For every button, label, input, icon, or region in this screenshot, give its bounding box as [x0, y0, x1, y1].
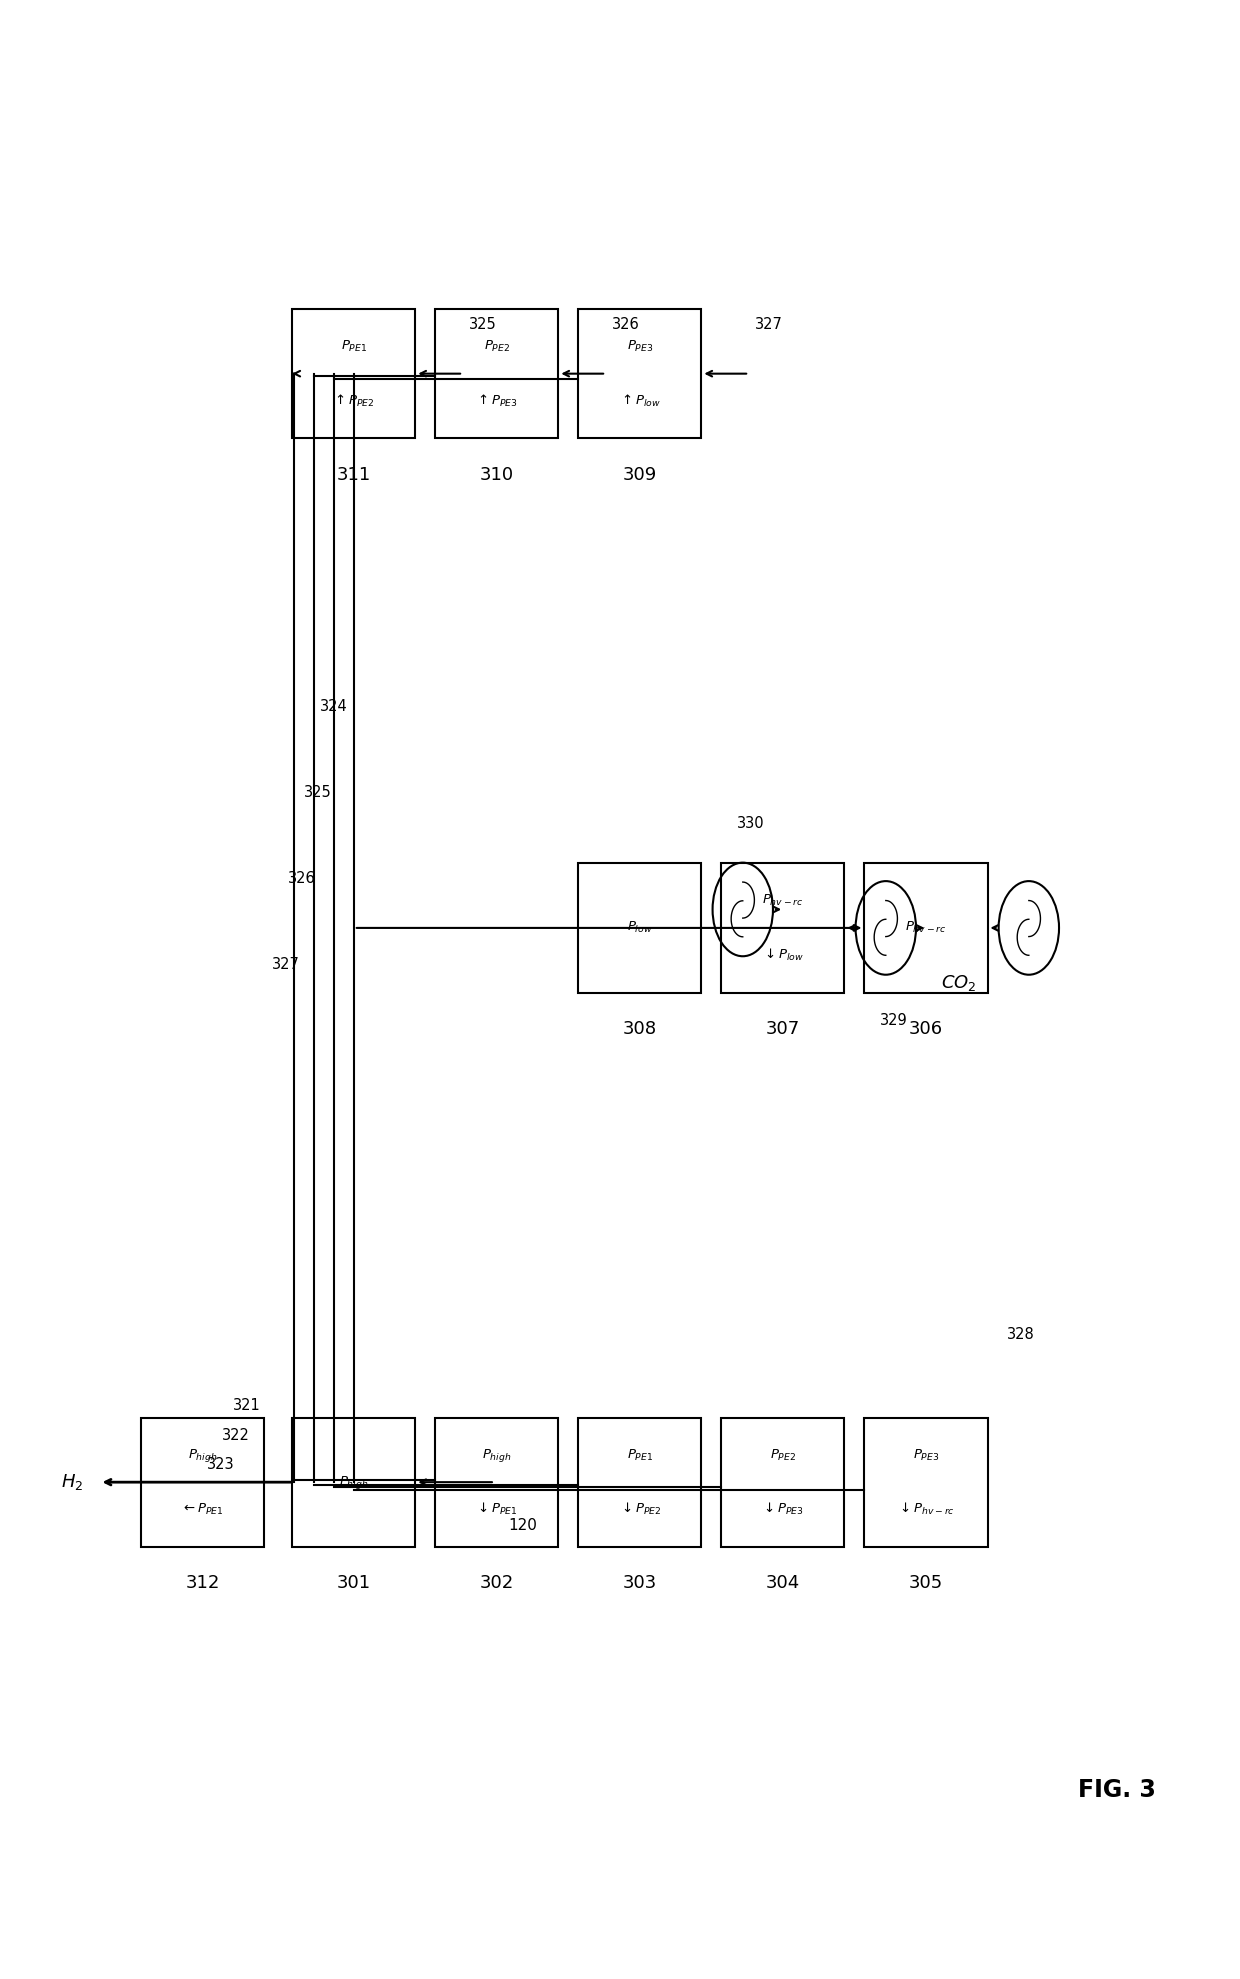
Text: $\downarrow P_{PE1}$: $\downarrow P_{PE1}$: [475, 1502, 518, 1518]
Text: 301: 301: [337, 1573, 371, 1593]
Text: $\downarrow P_{hv-rc}$: $\downarrow P_{hv-rc}$: [897, 1502, 955, 1518]
Bar: [141, 1417, 264, 1548]
Text: $CO_2$: $CO_2$: [941, 974, 977, 993]
Bar: [864, 863, 987, 993]
Text: 310: 310: [480, 465, 513, 483]
Text: FIG. 3: FIG. 3: [1078, 1777, 1156, 1803]
Text: 323: 323: [207, 1457, 234, 1472]
Text: 302: 302: [480, 1573, 513, 1593]
Text: 321: 321: [233, 1399, 260, 1413]
Text: 307: 307: [766, 1019, 800, 1037]
Text: 308: 308: [622, 1019, 657, 1037]
Text: $\uparrow P_{PE3}$: $\uparrow P_{PE3}$: [475, 392, 518, 410]
Text: $\downarrow P_{PE2}$: $\downarrow P_{PE2}$: [619, 1502, 661, 1518]
Bar: [864, 1417, 987, 1548]
Text: 325: 325: [304, 786, 332, 800]
Text: 328: 328: [1007, 1326, 1034, 1342]
Text: 120: 120: [508, 1518, 537, 1534]
Text: 311: 311: [337, 465, 371, 483]
Text: $\uparrow P_{PE2}$: $\uparrow P_{PE2}$: [332, 392, 376, 410]
Bar: [578, 309, 702, 437]
Bar: [293, 1417, 415, 1548]
Text: 326: 326: [613, 317, 640, 332]
Text: 312: 312: [186, 1573, 219, 1593]
Text: $P_{hv-rc}$: $P_{hv-rc}$: [763, 893, 804, 908]
Text: $\leftarrow P_{PE1}$: $\leftarrow P_{PE1}$: [181, 1502, 224, 1516]
Bar: [722, 1417, 844, 1548]
Text: $\downarrow P_{PE3}$: $\downarrow P_{PE3}$: [761, 1502, 805, 1518]
Text: $P_{PE3}$: $P_{PE3}$: [913, 1447, 939, 1462]
Text: $P_{PE1}$: $P_{PE1}$: [341, 338, 367, 354]
Text: 324: 324: [320, 699, 347, 714]
Bar: [578, 1417, 702, 1548]
Bar: [578, 863, 702, 993]
Text: $P_{high}$: $P_{high}$: [482, 1447, 512, 1464]
Text: 325: 325: [469, 317, 497, 332]
Text: $\downarrow P_{low}$: $\downarrow P_{low}$: [761, 948, 804, 964]
Bar: [435, 309, 558, 437]
Bar: [293, 309, 415, 437]
Text: $P_{low}$: $P_{low}$: [627, 920, 652, 936]
Text: 309: 309: [622, 465, 657, 483]
Text: 304: 304: [766, 1573, 800, 1593]
Text: 329: 329: [880, 1013, 908, 1027]
Text: 322: 322: [222, 1429, 250, 1443]
Text: $P_{PE1}$: $P_{PE1}$: [626, 1447, 653, 1462]
Text: 305: 305: [909, 1573, 944, 1593]
Text: 327: 327: [755, 317, 782, 332]
Text: $H_2$: $H_2$: [61, 1472, 83, 1492]
Text: 330: 330: [737, 815, 765, 831]
Text: $P_{hv-rc}$: $P_{hv-rc}$: [905, 920, 946, 936]
Text: $P_{PE3}$: $P_{PE3}$: [626, 338, 653, 354]
Text: $\uparrow P_{low}$: $\uparrow P_{low}$: [619, 392, 661, 410]
Text: $P_{high}$: $P_{high}$: [188, 1447, 217, 1464]
Text: 303: 303: [622, 1573, 657, 1593]
Bar: [435, 1417, 558, 1548]
Bar: [722, 863, 844, 993]
Text: $P_{high}$: $P_{high}$: [339, 1474, 368, 1490]
Text: 326: 326: [288, 871, 316, 887]
Text: $P_{PE2}$: $P_{PE2}$: [484, 338, 510, 354]
Text: $P_{PE2}$: $P_{PE2}$: [770, 1447, 796, 1462]
Text: 306: 306: [909, 1019, 942, 1037]
Text: 327: 327: [273, 958, 300, 972]
